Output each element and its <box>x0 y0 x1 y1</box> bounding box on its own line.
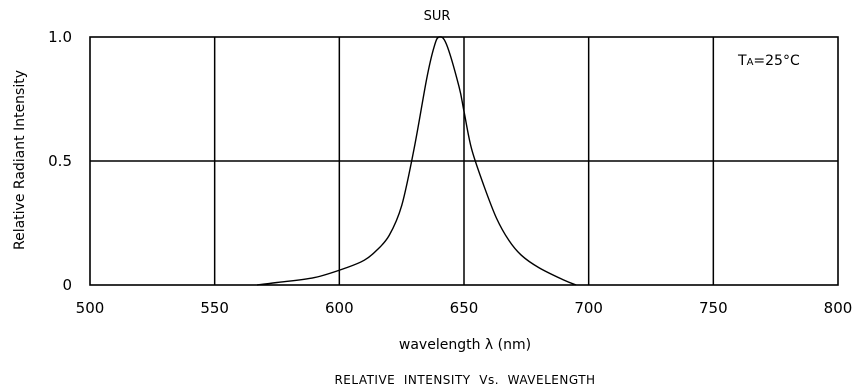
chart-caption: RELATIVE INTENSITY Vs. WAVELENGTH <box>334 373 595 387</box>
y-tick-label: 1.0 <box>48 28 72 46</box>
y-tick-label: 0.5 <box>48 152 72 170</box>
annotation-sub: A <box>747 57 754 68</box>
x-tick-label: 600 <box>325 299 354 317</box>
annotation-rest: =25°C <box>753 53 800 69</box>
y-tick-labels: 0 0.5 1.0 <box>48 28 72 294</box>
chart-title: SUR <box>424 9 451 24</box>
grid <box>90 37 838 285</box>
y-axis-label: Relative Radiant Intensity <box>12 70 28 250</box>
x-tick-label: 700 <box>574 299 603 317</box>
series-line <box>257 36 577 286</box>
x-tick-label: 500 <box>76 299 105 317</box>
y-tick-label: 0 <box>62 276 72 294</box>
x-tick-label: 650 <box>450 299 479 317</box>
x-axis-label: wavelength λ (nm) <box>399 337 531 353</box>
x-tick-labels: 500 550 600 650 700 750 800 <box>76 299 853 317</box>
x-tick-label: 550 <box>200 299 229 317</box>
plot-frame <box>89 36 839 286</box>
annotation-main: T <box>737 53 747 69</box>
x-tick-label: 800 <box>824 299 853 317</box>
temperature-annotation: TA=25°C <box>737 53 800 69</box>
x-tick-label: 750 <box>699 299 728 317</box>
